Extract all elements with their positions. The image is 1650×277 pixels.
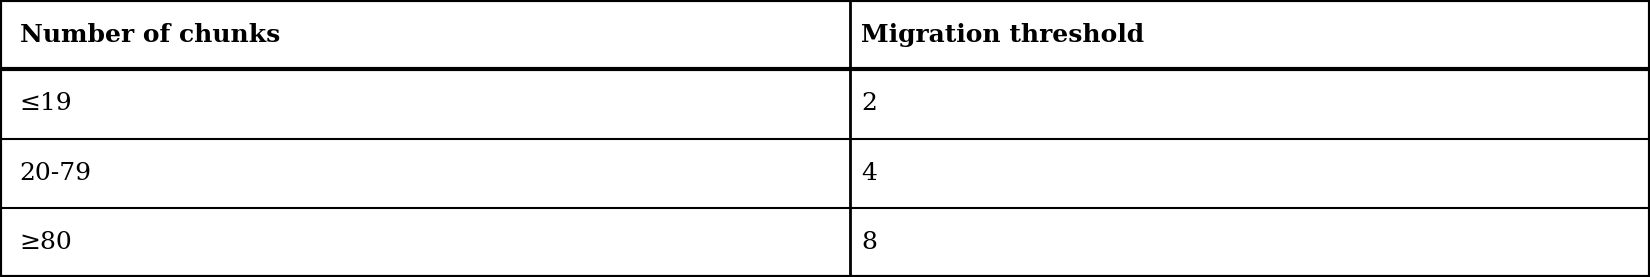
Text: 4: 4 <box>861 161 878 185</box>
Text: Migration threshold: Migration threshold <box>861 23 1145 47</box>
Text: ≤19: ≤19 <box>20 92 73 116</box>
Text: ≥80: ≥80 <box>20 231 73 254</box>
Text: Number of chunks: Number of chunks <box>20 23 280 47</box>
Text: 20-79: 20-79 <box>20 161 92 185</box>
Text: 2: 2 <box>861 92 878 116</box>
Text: 8: 8 <box>861 231 878 254</box>
